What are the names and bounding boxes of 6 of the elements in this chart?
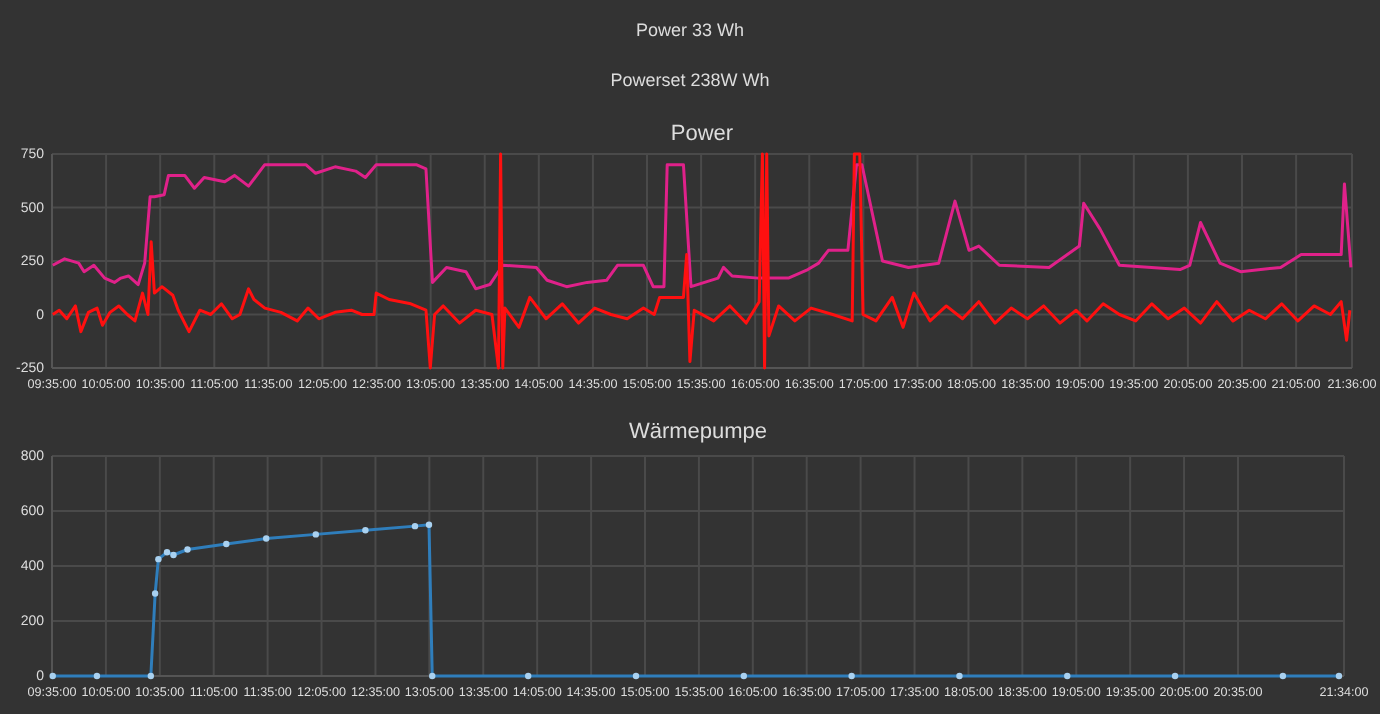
text: Power 33 Wh xyxy=(635,20,745,40)
line-series xyxy=(51,163,1353,291)
chart-title: Power xyxy=(670,122,734,146)
text: Powerset 238W Wh xyxy=(610,70,770,90)
line-series xyxy=(51,152,1352,370)
chart-title: Wärmepumpe xyxy=(628,420,768,444)
